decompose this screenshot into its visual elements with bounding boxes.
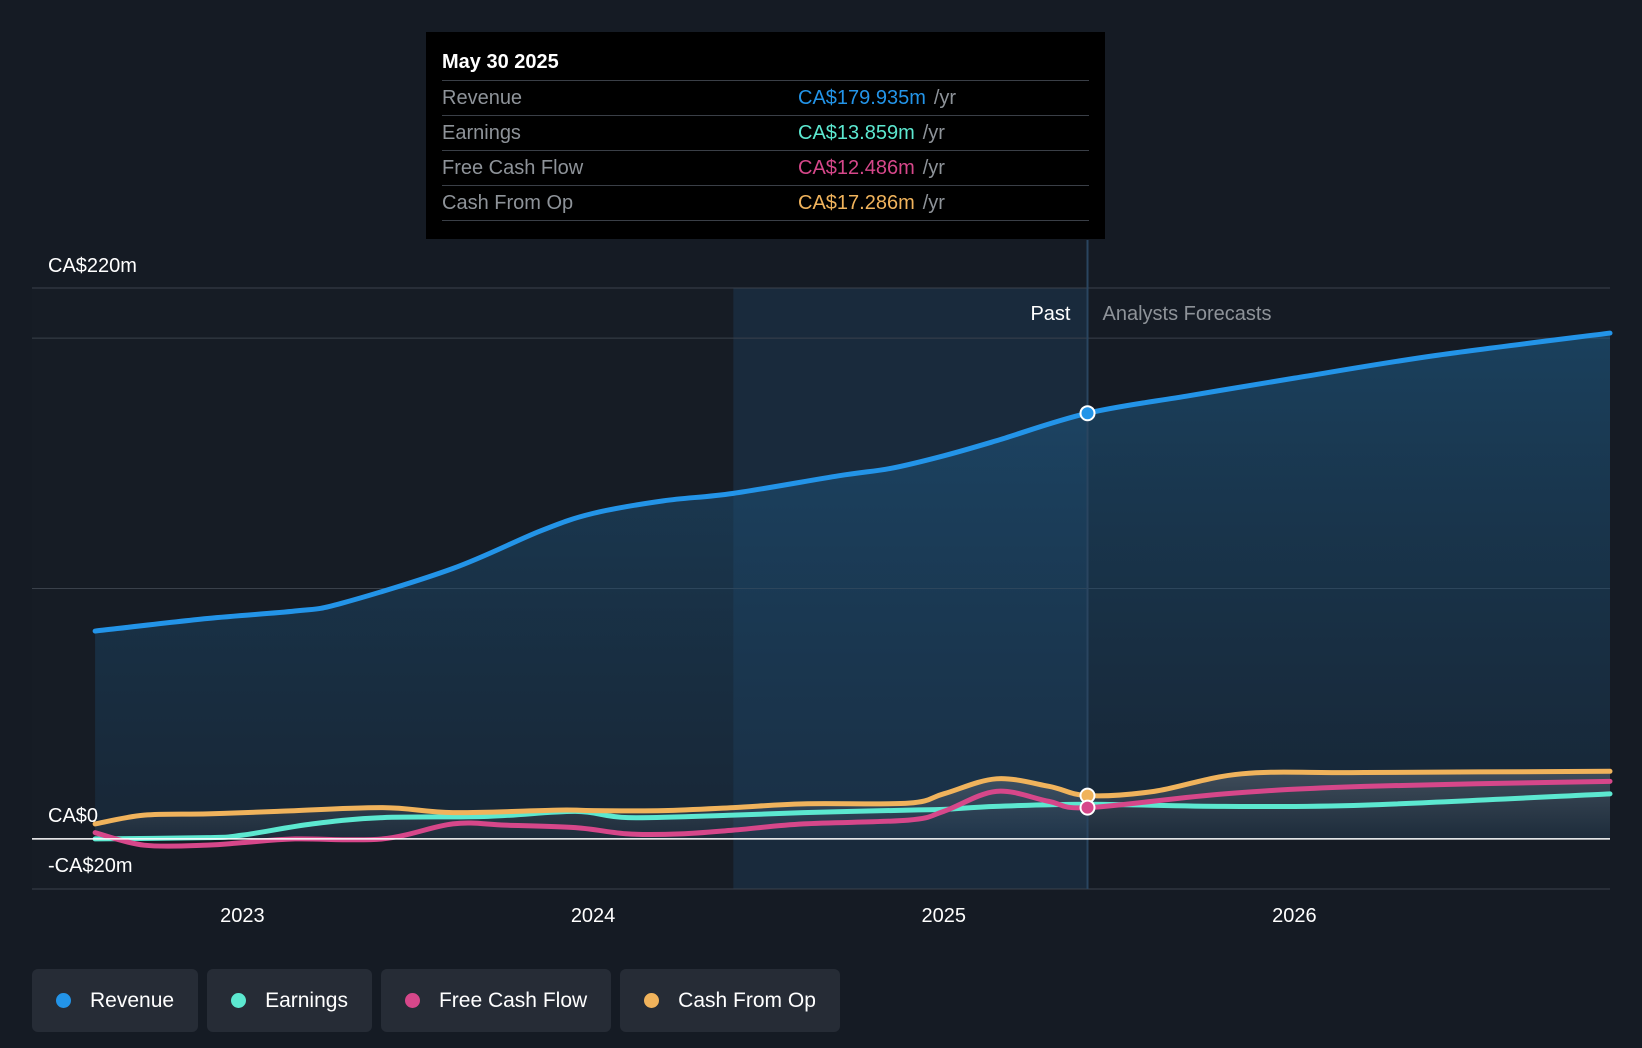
y-axis-labels: CA$220m CA$0 -CA$20m [48, 255, 137, 877]
legend-label: Earnings [265, 988, 348, 1012]
past-label: Past [1030, 303, 1070, 325]
legend: Revenue Earnings Free Cash Flow Cash Fro… [32, 969, 840, 1032]
x-tick-2024: 2024 [571, 905, 616, 927]
legend-item-revenue[interactable]: Revenue [32, 969, 199, 1032]
tooltip-unit: /yr [922, 192, 945, 214]
legend-label: Revenue [90, 988, 175, 1012]
tooltip-row-cash-from-op: Cash From Op CA$17.286m /yr [442, 185, 1089, 221]
tooltip-label: Free Cash Flow [442, 157, 584, 179]
tooltip-row-free-cash-flow: Free Cash Flow CA$12.486m /yr [442, 150, 1089, 185]
cash-from-op-line [92, 768, 1613, 827]
revenue-marker [1079, 405, 1096, 422]
tooltip-label: Revenue [442, 87, 523, 109]
tooltip-value: CA$17.286m [798, 192, 915, 214]
tooltip: May 30 2025 Revenue CA$179.935m /yr Earn… [426, 32, 1105, 239]
tooltip-date: May 30 2025 [442, 51, 559, 73]
tooltip-unit: /yr [933, 87, 957, 109]
tooltip-value: CA$12.486m [798, 157, 915, 179]
earnings-line [92, 791, 1613, 842]
tooltip-value: CA$13.859m [798, 122, 915, 144]
tooltip-value: CA$179.935m [798, 87, 926, 109]
x-tick-2025: 2025 [921, 905, 966, 927]
tooltip-label: Earnings [442, 122, 521, 144]
legend-label: Free Cash Flow [438, 988, 588, 1012]
x-axis-labels: 2023 2024 2025 2026 [220, 905, 1317, 927]
y-label-zero: CA$0 [48, 805, 98, 827]
x-tick-2023: 2023 [220, 905, 265, 927]
earnings-dot-icon [231, 993, 247, 1008]
free-cash-flow-dot-icon [404, 993, 420, 1008]
hover-markers [1079, 405, 1096, 816]
x-tick-2026: 2026 [1272, 905, 1317, 927]
forecast-label: Analysts Forecasts [1103, 303, 1272, 325]
y-label-top: CA$220m [48, 255, 137, 277]
tooltip-row-earnings: Earnings CA$13.859m /yr [442, 115, 1089, 150]
revenue-line [92, 330, 1613, 634]
legend-item-earnings[interactable]: Earnings [207, 969, 372, 1032]
tooltip-row-revenue: Revenue CA$179.935m /yr [442, 80, 1089, 115]
tooltip-unit: /yr [922, 122, 945, 144]
cash-from-op-dot-icon [644, 993, 660, 1008]
legend-label: Cash From Op [678, 988, 816, 1012]
tooltip-label: Cash From Op [442, 192, 574, 214]
y-label-bottom: -CA$20m [48, 855, 132, 877]
revenue-dot-icon [56, 993, 71, 1008]
revenue-area [95, 333, 1611, 839]
free-cash-flow-marker [1079, 799, 1096, 816]
legend-item-cash-from-op[interactable]: Cash From Op [620, 969, 840, 1032]
legend-item-free-cash-flow[interactable]: Free Cash Flow [380, 969, 612, 1032]
tooltip-unit: /yr [922, 157, 945, 179]
